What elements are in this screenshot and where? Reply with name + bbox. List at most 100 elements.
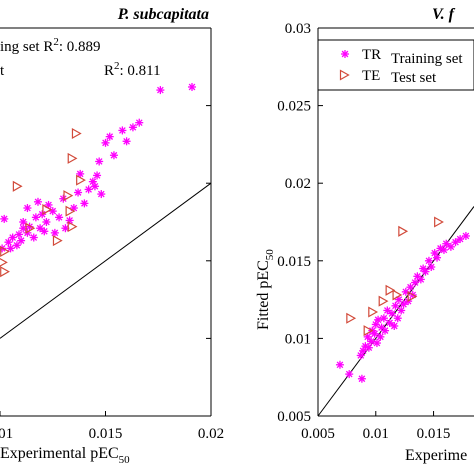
right-fit-line — [317, 206, 474, 417]
right-training-point — [372, 339, 381, 348]
right-x-tick-label: 0.01 — [363, 426, 389, 442]
left-y-ticks — [206, 105, 211, 339]
right-training-point — [393, 314, 402, 323]
left-test-points — [0, 128, 86, 278]
right-test-points — [346, 216, 444, 337]
left-x-tick-label: 0.01 — [0, 426, 13, 442]
right-plot-area — [317, 27, 474, 417]
right-training-point — [357, 374, 366, 383]
legend-test-triangle — [339, 69, 350, 81]
right-training-point — [461, 231, 470, 240]
left-training-point — [95, 157, 104, 166]
right-training-point — [424, 256, 433, 265]
left-training-point — [19, 218, 28, 226]
legend-test-marker — [339, 69, 350, 81]
left-training-point — [50, 228, 59, 237]
right-y-tick-label: 0.02 — [285, 176, 311, 192]
left-test-point — [0, 266, 10, 278]
left-test-point — [63, 190, 74, 202]
right-y-ticks: 0.005 0.01 0.015 0.02 0.025 0.03 — [277, 21, 323, 425]
right-x-tick-label: 0.005 — [301, 426, 335, 442]
left-training-point — [76, 169, 85, 178]
left-x-ticks: 0.01 0.015 0.02 — [0, 411, 224, 442]
right-training-point — [385, 318, 394, 327]
left-training-point — [74, 188, 83, 197]
left-training-point — [14, 230, 23, 239]
right-y-tick-label: 0.03 — [285, 21, 311, 37]
right-test-point — [407, 290, 418, 303]
right-training-point — [376, 332, 385, 341]
left-test-point — [67, 221, 78, 233]
right-training-point — [379, 314, 388, 323]
legend-test-short: TE — [362, 68, 380, 84]
right-training-point — [427, 263, 436, 272]
legend-test-label: Test set — [391, 70, 437, 86]
left-panel-title: P. subcapitata — [117, 6, 209, 23]
left-test-point — [0, 245, 10, 258]
right-training-point — [451, 238, 460, 247]
left-training-point — [93, 171, 102, 180]
right-panel-title: V. f — [432, 6, 456, 23]
left-training-point — [109, 151, 118, 160]
right-training-point — [433, 253, 442, 262]
left-training-point — [36, 224, 45, 233]
right-training-point — [387, 309, 396, 318]
right-test-point — [434, 216, 444, 228]
right-training-point — [442, 239, 451, 248]
left-annotation-training-r2: ing set R2: 0.889 — [0, 36, 101, 55]
left-panel: 0.01 0.015 0.02 P. subcapitata ing set R2:… — [0, 6, 224, 466]
right-training-points — [335, 231, 470, 383]
legend-training-label: Training set — [391, 51, 463, 67]
right-training-point — [345, 370, 354, 379]
right-training-point — [364, 343, 373, 352]
left-training-point — [48, 207, 57, 216]
right-training-point — [399, 300, 408, 309]
left-training-point — [0, 214, 9, 223]
left-test-point — [25, 222, 36, 234]
left-training-point — [6, 244, 15, 253]
left-test-point — [12, 180, 23, 192]
left-annotation-test-r2: R2: 0.811 — [104, 60, 161, 79]
right-training-point — [363, 332, 372, 341]
left-plot-area — [0, 27, 212, 417]
left-training-point — [31, 213, 40, 222]
left-x-tick-label: 0.015 — [89, 426, 123, 442]
legend-training-star — [341, 50, 349, 58]
left-training-point — [42, 218, 51, 226]
right-training-point — [390, 321, 399, 330]
right-fit-line-group — [317, 206, 474, 417]
left-test-point — [0, 257, 8, 267]
right-training-point — [370, 329, 379, 338]
right-test-point — [346, 312, 357, 324]
left-test-point — [67, 152, 78, 164]
right-training-point — [383, 306, 392, 315]
right-training-point — [374, 315, 383, 324]
right-test-point — [363, 325, 374, 337]
right-test-point — [385, 284, 396, 296]
left-training-point — [23, 204, 32, 213]
right-legend-box — [317, 39, 474, 91]
left-training-point — [38, 210, 47, 219]
left-training-point — [40, 227, 49, 236]
left-training-point — [17, 236, 26, 245]
right-y-tick-label: 0.01 — [285, 331, 311, 347]
right-x-axis-label: Experime — [405, 447, 467, 464]
legend-training-short: TR — [362, 47, 381, 63]
legend-training-marker — [341, 50, 349, 58]
right-test-point — [398, 225, 409, 237]
left-test-point — [52, 235, 63, 247]
left-annotation-test-label: t — [0, 63, 5, 79]
right-training-point — [381, 326, 390, 335]
left-fit-line — [0, 182, 212, 339]
left-test-point — [76, 174, 86, 186]
left-training-point — [118, 126, 127, 135]
left-training-point — [84, 185, 93, 194]
right-y-axis-label: Fitted pEC50 — [255, 249, 276, 330]
left-training-point — [55, 213, 64, 222]
left-training-point — [128, 123, 137, 132]
left-fit-line-group — [0, 182, 212, 339]
right-legend: TR Training set TE Test set — [317, 39, 474, 91]
left-training-point — [80, 199, 89, 208]
left-test-point — [42, 204, 53, 216]
left-training-point — [156, 86, 165, 95]
